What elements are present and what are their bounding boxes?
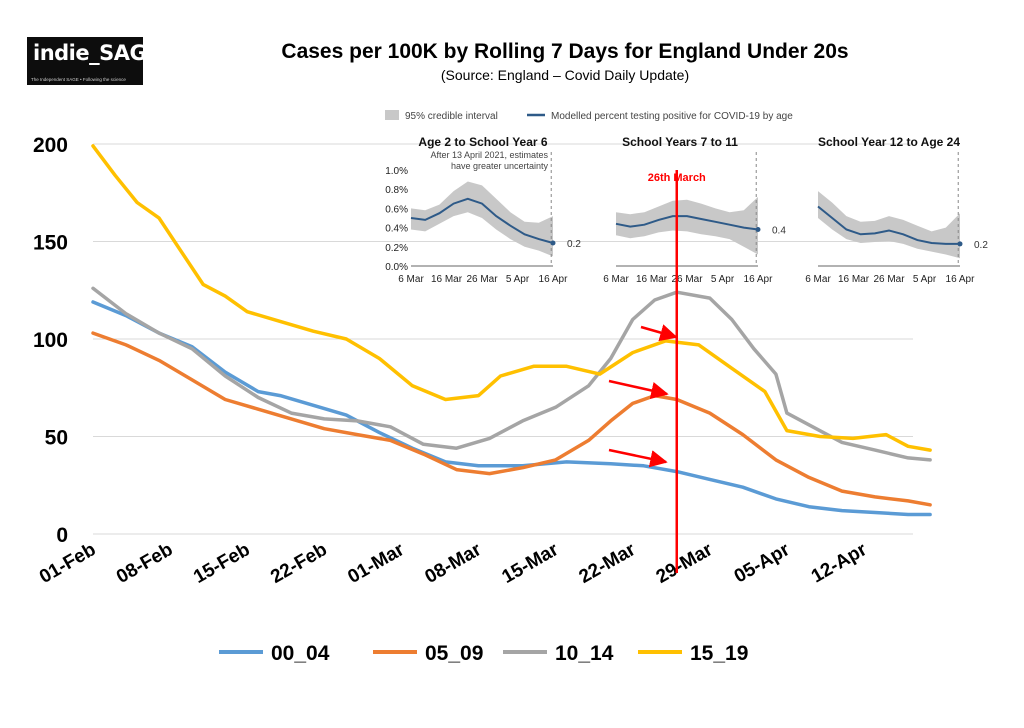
inset-note-line: have greater uncertainty <box>451 161 549 171</box>
y-axis: 0 50 100 150 200 <box>33 134 68 547</box>
inset-y-tick-label: 0.4% <box>385 224 408 235</box>
chart-subtitle: (Source: England – Covid Daily Update) <box>440 67 690 83</box>
annotation-arrow <box>640 324 678 342</box>
inset-model-line <box>410 197 554 244</box>
inset-x-tick-label: 26 Mar <box>466 274 498 285</box>
inset-y-tick-label: 0.2% <box>385 243 408 254</box>
inset-x-tick-label: 16 Apr <box>946 274 976 285</box>
series-lines <box>91 144 932 517</box>
series-line-00_04 <box>91 300 932 517</box>
inset-x-tick-label: 5 Apr <box>913 274 937 285</box>
inset-x-tick-label: 5 Apr <box>711 274 735 285</box>
logo-text: indie_SAGE <box>33 41 161 65</box>
x-tick-label: 05-Apr <box>731 539 794 588</box>
x-axis: 01-Feb 08-Feb 15-Feb 22-Feb 01-Mar 08-Mar 15-M… <box>36 539 871 588</box>
annotation-arrow <box>608 379 669 400</box>
inset-x-tick-label: 26 Mar <box>671 274 703 285</box>
inset-y-tick-label: 0.8% <box>385 185 408 196</box>
y-tick-label: 150 <box>33 232 68 255</box>
inset-x-tick-label: 6 Mar <box>805 274 831 285</box>
gridlines <box>93 143 913 535</box>
inset-ci-band <box>411 181 553 257</box>
y-tick-label: 200 <box>33 134 68 157</box>
chart-title: Cases per 100K by Rolling 7 Days for Eng… <box>281 40 849 63</box>
x-tick-label: 15-Feb <box>190 539 254 588</box>
series-line-15_19 <box>91 144 932 452</box>
inset-end-point <box>550 240 556 246</box>
inset-y-tick-label: 0.6% <box>385 204 408 215</box>
legend-label-10_14: 10_14 <box>555 642 614 665</box>
inset-panel-title: School Years 7 to 11 <box>622 135 738 149</box>
legend-label-05_09: 05_09 <box>425 642 483 665</box>
x-tick-label: 15-Mar <box>499 539 563 588</box>
annotation-arrow <box>608 448 668 468</box>
x-tick-label: 22-Feb <box>267 539 331 588</box>
inset-model-line <box>817 205 960 245</box>
inset-end-point <box>755 227 761 233</box>
x-tick-label: 29-Mar <box>653 539 717 588</box>
inset-x-tick-label: 6 Mar <box>603 274 629 285</box>
legend: 00_04 05_09 10_14 15_19 <box>219 642 748 665</box>
series-line-10_14 <box>91 286 932 462</box>
y-tick-label: 50 <box>45 427 68 450</box>
legend-label-00_04: 00_04 <box>271 642 330 665</box>
inset-legend-label-ci: 95% credible interval <box>405 111 498 122</box>
inset-y-tick-label: 1.0% <box>385 166 408 177</box>
inset-charts: 95% credible interval Modelled percent te… <box>385 110 988 285</box>
x-tick-label: 22-Mar <box>576 539 640 588</box>
inset-ci-band <box>616 196 758 255</box>
inset-x-tick-label: 16 Mar <box>636 274 668 285</box>
inset-x-tick-label: 5 Apr <box>506 274 530 285</box>
indie-sage-logo: indie_SAGE The Independent SAGE • Follow… <box>27 37 161 85</box>
inset-end-label: 0.2 <box>974 240 988 251</box>
logo-tagline: The Independent SAGE • Following the sci… <box>31 77 126 82</box>
inset-x-tick-label: 16 Apr <box>539 274 569 285</box>
series-line-05_09 <box>91 331 932 507</box>
inset-y-tick-label: 0.0% <box>385 262 408 273</box>
x-tick-label: 08-Feb <box>113 539 177 588</box>
y-tick-label: 0 <box>56 524 68 547</box>
inset-panel-title: School Year 12 to Age 24 <box>818 135 960 149</box>
inset-end-label: 0.4 <box>772 226 786 237</box>
inset-x-tick-label: 26 Mar <box>873 274 905 285</box>
inset-end-label: 0.2 <box>567 239 581 250</box>
y-tick-label: 100 <box>33 329 68 352</box>
inset-x-tick-label: 16 Apr <box>744 274 774 285</box>
x-tick-label: 08-Mar <box>421 539 485 588</box>
inset-x-tick-label: 6 Mar <box>398 274 424 285</box>
x-tick-label: 01-Mar <box>344 539 408 588</box>
inset-note-line: After 13 April 2021, estimates <box>430 150 548 160</box>
inset-panel-title: Age 2 to School Year 6 <box>418 135 547 149</box>
inset-legend-label-model: Modelled percent testing positive for CO… <box>551 111 793 122</box>
inset-x-tick-label: 16 Mar <box>431 274 463 285</box>
annotations: 26th March <box>608 170 706 573</box>
inset-legend-swatch-ci <box>385 110 399 120</box>
inset-x-tick-label: 16 Mar <box>838 274 870 285</box>
inset-end-point <box>957 241 963 247</box>
inset-model-line <box>615 215 759 231</box>
annotation-label: 26th March <box>648 172 706 184</box>
legend-label-15_19: 15_19 <box>690 642 748 665</box>
x-tick-label: 12-Apr <box>808 539 871 588</box>
